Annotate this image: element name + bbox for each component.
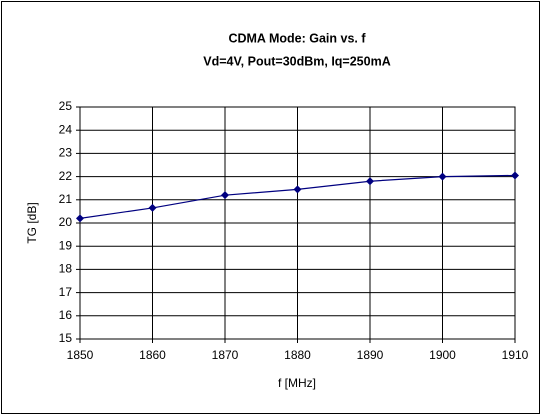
y-tick-label: 19 [59, 238, 73, 252]
y-tick-label: 24 [59, 122, 73, 136]
y-tick-label: 20 [59, 215, 73, 229]
y-tick-label: 22 [59, 169, 73, 183]
data-point [438, 172, 447, 181]
data-point [76, 214, 84, 223]
chart-subtitle: Vd=4V, Pout=30dBm, Iq=250mA [203, 54, 390, 68]
x-tick-label: 1880 [284, 348, 311, 362]
data-point [511, 171, 519, 180]
x-tick-label: 1910 [502, 348, 529, 362]
y-axis-label: TG [dB] [25, 202, 39, 243]
x-tick-label: 1890 [357, 348, 384, 362]
y-tick-label: 25 [59, 99, 73, 113]
y-tick-label: 16 [59, 308, 73, 322]
data-point [221, 191, 229, 200]
data-point [293, 185, 302, 194]
data-point [366, 177, 374, 186]
x-tick-label: 1860 [139, 348, 166, 362]
chart-title: CDMA Mode: Gain vs. f [228, 31, 366, 45]
x-tick-label: 1850 [67, 348, 94, 362]
y-tick-label: 23 [59, 146, 73, 160]
y-tick-label: 15 [59, 331, 73, 345]
x-axis-label: f [MHz] [278, 376, 316, 390]
data-point [148, 203, 157, 212]
y-tick-label: 21 [59, 192, 73, 206]
y-tick-label: 17 [59, 285, 73, 299]
x-tick-label: 1900 [429, 348, 456, 362]
x-tick-label: 1870 [212, 348, 239, 362]
y-tick-label: 18 [59, 262, 73, 276]
